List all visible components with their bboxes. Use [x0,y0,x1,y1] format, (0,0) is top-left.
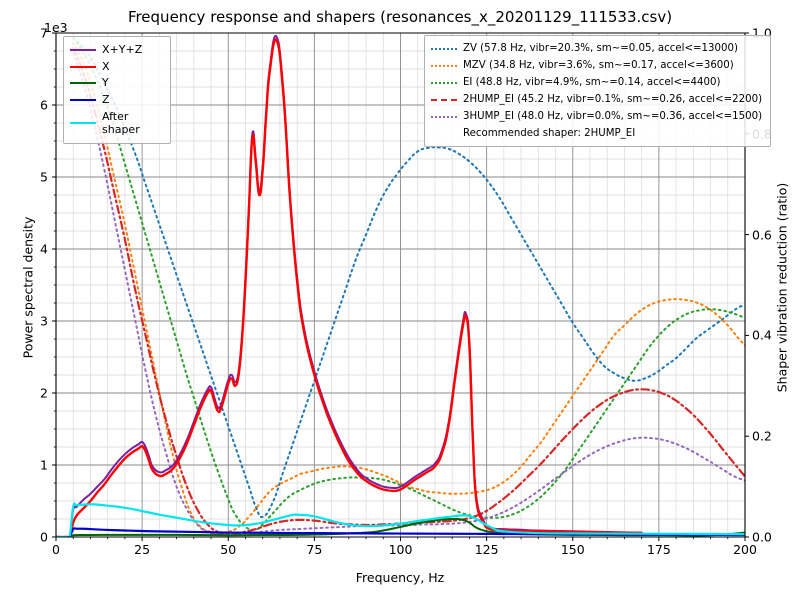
legend-label: Z [102,92,110,106]
legend-label: MZV (34.8 Hz, vibr=3.6%, sm~=0.17, accel… [463,59,734,71]
x-axis-label: Frequency, Hz [355,570,445,585]
x-tick-label: 100 [388,542,413,557]
legend-psd: X+Y+Z X Y Z After shaper [63,36,171,144]
y-axis-offset-text: 1e3 [44,20,68,35]
x-tick-label: 0 [52,542,60,557]
y-right-tick-label: 0.4 [752,327,772,343]
y-axis-label: Power spectral density [20,216,36,359]
y-right-tick-label: 0.0 [752,529,772,545]
data-curves [56,34,745,537]
legend-item-after-shaper: After shaper [70,108,162,138]
legend-line-swatch [431,78,457,88]
series-mzv [72,42,745,536]
x-tick-label: 25 [134,542,151,557]
legend-label: 3HUMP_EI (48.0 Hz, vibr=0.0%, sm~=0.36, … [463,110,763,122]
legend-label: EI (48.8 Hz, vibr=4.9%, sm~=0.14, accel<… [463,76,721,88]
legend-item-x-y-z: X+Y+Z [70,42,162,59]
legend-item-ei: EI (48.8 Hz, vibr=4.9%, sm~=0.14, accel<… [431,74,762,91]
series-ei [72,37,745,531]
y-tick-label: 2 [40,385,48,401]
legend-label: ZV (57.8 Hz, vibr=20.3%, sm~=0.05, accel… [463,42,738,54]
legend-line-swatch [431,95,457,105]
legend-line-swatch [431,112,457,122]
legend-label: X [102,59,110,73]
chart-title: Frequency response and shapers (resonanc… [127,8,673,26]
y-axis-right-label: Shaper vibration reduction (ratio) [774,182,790,393]
recommended-shaper-note: Recommended shaper: 2HUMP_EI [463,128,636,139]
y-tick-label: 1 [40,457,48,473]
y-tick-label: 5 [40,169,48,185]
x-tick-label: 125 [474,542,499,557]
x-tick-label: 75 [306,542,323,557]
y-tick-label: 3 [40,313,48,329]
legend-line-swatch [70,95,96,105]
legend-line-swatch [70,78,96,88]
legend-item-3hump-ei: 3HUMP_EI (48.0 Hz, vibr=0.0%, sm~=0.36, … [431,108,762,125]
legend-line-swatch [431,44,457,54]
legend-line-swatch [70,62,96,72]
legend-item-2hump-ei: 2HUMP_EI (45.2 Hz, vibr=0.1%, sm~=0.26, … [431,91,762,108]
legend-item-x: X [70,59,162,76]
series-2hump-ei [72,47,745,536]
legend-label: X+Y+Z [102,43,143,57]
legend-item-y: Y [70,75,162,92]
legend-item-zv: ZV (57.8 Hz, vibr=20.3%, sm~=0.05, accel… [431,40,762,57]
legend-label: 2HUMP_EI (45.2 Hz, vibr=0.1%, sm~=0.26, … [463,93,763,105]
series-zv [72,37,745,518]
legend-label: After shaper [102,110,140,136]
y-right-tick-label: 0.6 [752,227,772,243]
legend-item-z: Z [70,92,162,109]
y-right-tick-label: 0.2 [752,428,772,444]
y-tick-label: 6 [40,97,48,113]
legend-item-mzv: MZV (34.8 Hz, vibr=3.6%, sm~=0.17, accel… [431,57,762,74]
series-after-shaper [56,502,745,537]
y-tick-label: 4 [40,241,48,257]
legend-line-swatch [431,61,457,71]
series-x [56,38,643,537]
legend-shapers: ZV (57.8 Hz, vibr=20.3%, sm~=0.05, accel… [424,35,772,147]
x-tick-label: 200 [733,542,757,557]
x-tick-label: 50 [220,542,237,557]
legend-line-swatch [70,118,96,128]
legend-label: Y [102,76,109,90]
x-tick-label: 175 [646,542,671,557]
y-tick-label: 7 [40,25,48,41]
y-tick-label: 0 [40,529,48,545]
x-tick-label: 150 [560,542,585,557]
legend-line-swatch [70,45,96,55]
